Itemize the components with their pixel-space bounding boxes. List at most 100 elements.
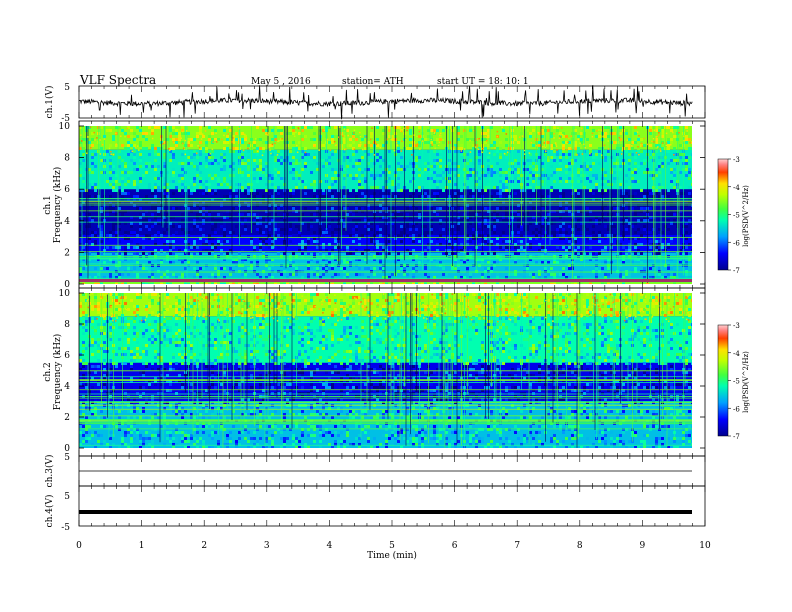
- spectrogram-cell: [601, 267, 604, 270]
- spectrogram-cell: [592, 225, 595, 228]
- spectrogram-cell: [292, 156, 295, 159]
- spectrogram-cell: [604, 126, 607, 129]
- spectrogram-cell: [241, 171, 244, 174]
- spectrogram-cell: [109, 165, 112, 168]
- spectrogram-cell: [667, 126, 670, 129]
- spectrogram-cell: [496, 213, 499, 216]
- spectrogram-cell: [685, 168, 688, 171]
- spectrogram-cell: [247, 183, 250, 186]
- spectrogram-cell: [223, 234, 226, 237]
- spectrogram-cell: [541, 317, 544, 320]
- spectrogram-cell: [262, 246, 265, 249]
- spectrogram-cell: [619, 228, 622, 231]
- spectrogram-cell: [472, 171, 475, 174]
- spectrogram-cell: [379, 177, 382, 180]
- spectrogram-cell: [688, 314, 691, 317]
- spectrogram-cell: [265, 305, 268, 308]
- spectrogram-cell: [127, 237, 130, 240]
- spectrogram-cell: [355, 201, 358, 204]
- spectrogram-speckle: [494, 147, 496, 149]
- spectrogram-cell: [568, 293, 571, 296]
- spectrogram-cell: [139, 222, 142, 225]
- spectrogram-cell: [292, 126, 295, 129]
- spectrogram-speckle: [530, 141, 533, 144]
- spectrogram-cell: [625, 293, 628, 296]
- spectrogram-cell: [574, 144, 577, 147]
- spectrogram-cell: [118, 228, 121, 231]
- spectrogram-cell: [223, 282, 226, 284]
- spectrogram-cell: [532, 144, 535, 147]
- spectrogram-cell: [595, 183, 598, 186]
- spectrogram-cell: [382, 276, 385, 279]
- spectrogram-cell: [577, 153, 580, 156]
- spectrogram-cell: [220, 243, 223, 246]
- spectrogram-cell: [232, 261, 235, 264]
- spectrogram-cell: [370, 237, 373, 240]
- spectrogram-speckle: [618, 136, 621, 139]
- spectrogram-cell: [157, 311, 160, 314]
- spectrogram-cell: [346, 192, 349, 195]
- spectrogram-cell: [409, 216, 412, 219]
- spectrogram-cell: [364, 216, 367, 219]
- spectrogram-cell: [304, 162, 307, 165]
- spectrogram-cell: [409, 138, 412, 141]
- spectrogram-cell: [436, 183, 439, 186]
- spectrogram-cell: [247, 219, 250, 222]
- spectrogram-speckle: [584, 147, 587, 149]
- spectrogram-cell: [388, 192, 391, 195]
- spectrogram-cell: [562, 147, 565, 150]
- spectrogram-cell: [433, 159, 436, 162]
- spectrogram-cell: [376, 159, 379, 162]
- spectrogram-cell: [331, 138, 334, 141]
- spectrogram-cell: [667, 144, 670, 147]
- spectrogram-cell: [628, 276, 631, 279]
- spectrogram-cell: [538, 222, 541, 225]
- spectrogram-cell: [103, 314, 106, 317]
- spectrogram-cell: [559, 210, 562, 213]
- spectrogram-cell: [499, 207, 502, 210]
- spectrogram-cell: [142, 282, 145, 284]
- spectrogram-cell: [490, 267, 493, 270]
- spectrogram-cell: [496, 282, 499, 284]
- spectrogram-cell: [262, 216, 265, 219]
- spectrogram-cell: [655, 252, 658, 255]
- spectrogram-speckle: [212, 141, 214, 143]
- spectrogram-cell: [88, 141, 91, 144]
- spectrogram-cell: [541, 207, 544, 210]
- spectrogram-cell: [685, 311, 688, 314]
- spectrogram-cell: [139, 177, 142, 180]
- spectrogram-cell: [121, 261, 124, 264]
- spectrogram-cell: [643, 308, 646, 311]
- spectrogram-cell: [454, 231, 457, 234]
- spectrogram-cell: [172, 207, 175, 210]
- spectrogram-cell: [199, 210, 202, 213]
- spectrogram-cell: [691, 153, 692, 156]
- spectrogram-cell: [109, 293, 112, 296]
- spectrogram-cell: [196, 216, 199, 219]
- spectrogram-cell: [304, 299, 307, 302]
- spectrogram-speckle: [589, 153, 591, 155]
- spectrogram-cell: [634, 210, 637, 213]
- spectrogram-cell: [412, 240, 415, 243]
- spectrogram-cell: [433, 317, 436, 320]
- spectrogram-cell: [574, 129, 577, 132]
- spectrogram-cell: [190, 210, 193, 213]
- spectrogram-cell: [343, 141, 346, 144]
- spectrogram-cell: [628, 135, 631, 138]
- spectrogram-cell: [424, 234, 427, 237]
- spectrogram-cell: [634, 243, 637, 246]
- spectrogram-cell: [232, 207, 235, 210]
- spectrogram-cell: [538, 174, 541, 177]
- spectrogram-cell: [157, 252, 160, 255]
- spectrogram-cell: [586, 207, 589, 210]
- spectrogram-cell: [355, 177, 358, 180]
- spectrogram-cell: [118, 183, 121, 186]
- spectrogram-cell: [634, 168, 637, 171]
- spectrogram-cell: [355, 228, 358, 231]
- spectrogram-cell: [145, 282, 148, 284]
- spectrogram-cell: [151, 207, 154, 210]
- spectrogram-cell: [367, 141, 370, 144]
- spectrogram-speckle: [496, 135, 499, 138]
- spectrogram-cell: [400, 225, 403, 228]
- spectrogram-cell: [289, 222, 292, 225]
